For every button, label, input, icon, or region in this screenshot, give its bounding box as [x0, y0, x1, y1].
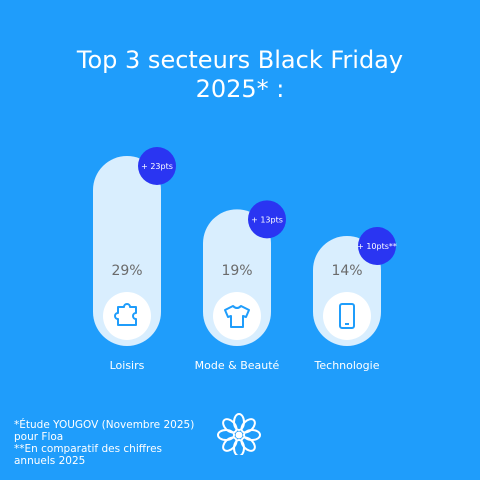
bar-value-label: 29%	[111, 263, 142, 279]
chart-title-line-1: Top 3 secteurs Black Friday	[76, 46, 404, 74]
change-badge	[248, 200, 286, 239]
footnote-comparison-period: annuels 2025	[14, 455, 86, 467]
change-badge	[358, 227, 396, 265]
flower-logo-icon	[217, 413, 261, 455]
icon-circle	[323, 292, 371, 340]
footnote-study-client: pour Floa	[14, 431, 64, 443]
footnote-study: *Étude YOUGOV (Novembre 2025)	[14, 419, 195, 431]
category-label: Mode & Beauté	[195, 359, 280, 372]
chart-title-line-2: 2025* :	[195, 75, 285, 103]
change-badge-label: + 13pts	[251, 215, 283, 224]
icon-circle	[213, 292, 261, 340]
change-badge-label: + 23pts	[141, 162, 173, 171]
bar-value-label: 14%	[331, 263, 362, 279]
footnote-comparison: **En comparatif des chiffres	[14, 443, 162, 455]
bar-value-label: 19%	[221, 263, 252, 279]
smartphone-icon	[339, 303, 355, 329]
puzzle-icon	[114, 303, 137, 326]
bar-loisirs	[93, 156, 161, 346]
category-label: Loisirs	[110, 359, 145, 372]
tshirt-icon	[224, 305, 250, 328]
change-badge-label: + 10pts**	[357, 242, 397, 251]
chart-title: Top 3 secteurs Black Friday 2025* :	[0, 46, 480, 104]
icon-circle	[103, 292, 151, 340]
change-badge	[138, 147, 176, 185]
category-label: Technologie	[314, 359, 380, 372]
